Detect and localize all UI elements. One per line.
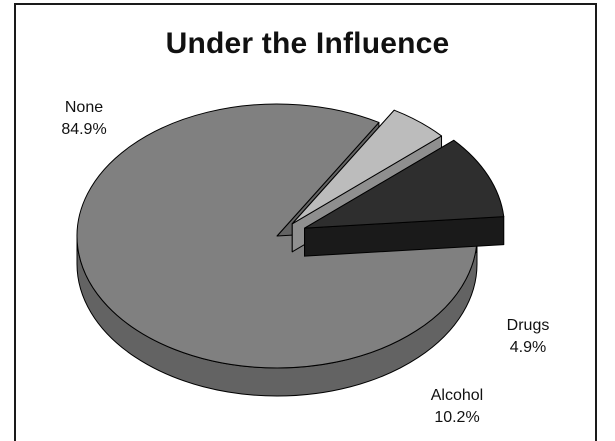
slice-value-none: 84.9% (61, 121, 106, 138)
pie-slice-drugs-top (291, 109, 443, 225)
chart-title: Under the Influence (165, 27, 450, 60)
pie-slice-alcohol-top (304, 139, 505, 229)
slice-label-drugs: Drugs (507, 317, 550, 334)
slice-value-alcohol: 10.2% (434, 409, 479, 426)
slice-value-drugs: 4.9% (510, 339, 546, 356)
slice-label-none: None (65, 99, 103, 116)
slice-label-alcohol: Alcohol (431, 387, 483, 404)
pie-slice-alcohol (304, 139, 505, 257)
pie-slice-none-top (76, 103, 478, 369)
